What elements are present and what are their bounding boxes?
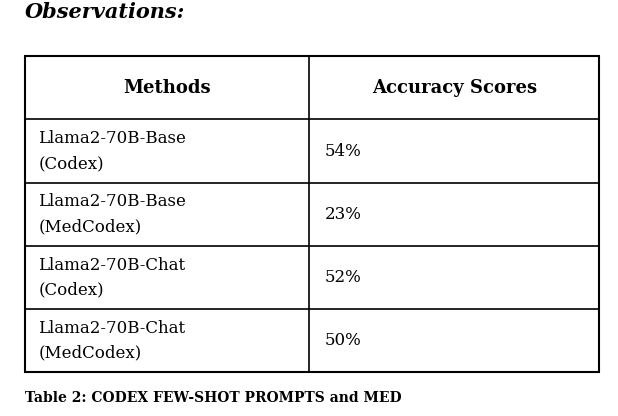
Text: Llama2-70B-Base
(Codex): Llama2-70B-Base (Codex) [38,130,186,172]
Text: Table 2: CODEX FEW-SHOT PROMPTS and MED: Table 2: CODEX FEW-SHOT PROMPTS and MED [25,391,401,405]
Text: Accuracy Scores: Accuracy Scores [372,79,537,97]
Text: 52%: 52% [324,269,362,286]
Text: Llama2-70B-Chat
(Codex): Llama2-70B-Chat (Codex) [38,257,185,298]
Text: Observations:: Observations: [25,2,185,22]
Text: 54%: 54% [324,143,362,159]
Text: Methods: Methods [123,79,211,97]
Text: Llama2-70B-Base
(MedCodex): Llama2-70B-Base (MedCodex) [38,193,186,235]
Text: 50%: 50% [324,332,362,349]
Text: Llama2-70B-Chat
(MedCodex): Llama2-70B-Chat (MedCodex) [38,320,185,362]
Text: 23%: 23% [324,206,362,223]
